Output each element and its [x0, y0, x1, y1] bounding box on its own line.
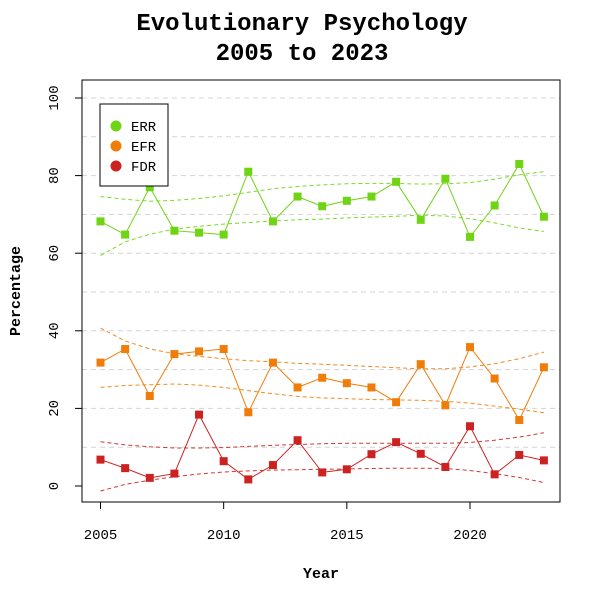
chart-title-line1: Evolutionary Psychology [136, 11, 468, 38]
y-tick-label: 20 [47, 400, 63, 417]
series-efr-ci-upper [100, 327, 545, 370]
series-fdr-point [392, 438, 401, 447]
series-efr-point [515, 416, 524, 425]
series-fdr-point [244, 475, 253, 484]
series-efr-point [441, 401, 450, 410]
series-err-point [121, 230, 130, 239]
series-fdr-point [416, 449, 425, 458]
series-efr-point [96, 358, 105, 367]
legend-label-err: ERR [131, 120, 157, 136]
series-efr-point [145, 391, 154, 400]
legend-marker-fdr [110, 160, 122, 172]
y-tick-label: 100 [47, 85, 63, 110]
series-fdr-point [441, 462, 450, 471]
series-err-point [342, 196, 351, 205]
x-tick-label: 2020 [453, 528, 487, 544]
x-tick-label: 2010 [207, 528, 241, 544]
series-err-point [466, 232, 474, 241]
legend-marker-err [110, 120, 122, 132]
series-err-point [490, 201, 499, 210]
series-efr-point [293, 383, 302, 392]
legend-label-efr: EFR [131, 140, 157, 156]
series-fdr-point [219, 457, 228, 466]
series-efr-point [121, 345, 130, 354]
series-err-point [392, 177, 401, 186]
series-efr-point [539, 363, 548, 372]
series-err-point [268, 217, 277, 226]
series-fdr-point [293, 436, 302, 445]
series-fdr-point [195, 410, 204, 419]
series-efr-point [416, 360, 425, 369]
x-tick-label: 2005 [84, 528, 118, 544]
series-err-point [318, 202, 327, 211]
series-efr-point [490, 374, 499, 383]
chart-title: Evolutionary Psychology 2005 to 2023 [0, 10, 604, 70]
series-err-point [293, 192, 302, 201]
series-err-ci-lower [100, 214, 544, 256]
series-err-point [145, 183, 154, 192]
series-fdr-point [96, 455, 105, 464]
series-efr-point [195, 347, 204, 356]
series-efr-point [318, 373, 327, 382]
series-fdr-point [342, 465, 351, 474]
series-fdr-point [268, 461, 277, 470]
series-efr-line [100, 346, 545, 422]
series-err-point [96, 217, 105, 226]
series-efr-point [392, 398, 401, 407]
series-efr-point [367, 383, 376, 392]
series-efr-point [219, 345, 228, 354]
series-err-point [170, 226, 179, 235]
series-err-point [367, 192, 376, 201]
y-tick-label: 0 [47, 482, 63, 490]
chart-title-line2: 2005 to 2023 [215, 41, 389, 68]
series-err-point [441, 174, 450, 183]
series-efr-point [244, 408, 253, 417]
series-err-point [416, 215, 425, 224]
series-fdr-point [466, 422, 474, 431]
series-fdr-ci-lower [100, 467, 544, 492]
legend-label-fdr: FDR [131, 160, 157, 176]
series-fdr-point [539, 456, 548, 465]
series-fdr-point [515, 450, 524, 459]
series-efr-point [268, 358, 277, 367]
series-err-point [244, 167, 253, 176]
series-fdr-point [367, 450, 376, 459]
x-axis-label: Year [303, 566, 339, 583]
series-err-point [539, 212, 548, 221]
series-fdr-point [170, 469, 179, 478]
series-efr-ci-lower [100, 383, 544, 414]
legend-marker-efr [110, 140, 122, 152]
series-fdr-point [121, 464, 130, 473]
series-fdr-point [490, 470, 499, 479]
series-fdr-point [145, 473, 154, 482]
series-err-point [195, 228, 204, 237]
y-tick-label: 80 [47, 167, 63, 184]
y-tick-label: 40 [47, 322, 63, 339]
y-axis-label: Percentage [8, 246, 25, 336]
series-fdr-point [318, 468, 327, 477]
series-efr-point [342, 379, 351, 388]
series-err-point [219, 230, 228, 239]
series-err-point [515, 159, 524, 168]
series-efr-point [466, 343, 474, 352]
x-tick-label: 2015 [330, 528, 364, 544]
series-efr-point [170, 350, 179, 359]
y-tick-label: 60 [47, 245, 63, 262]
